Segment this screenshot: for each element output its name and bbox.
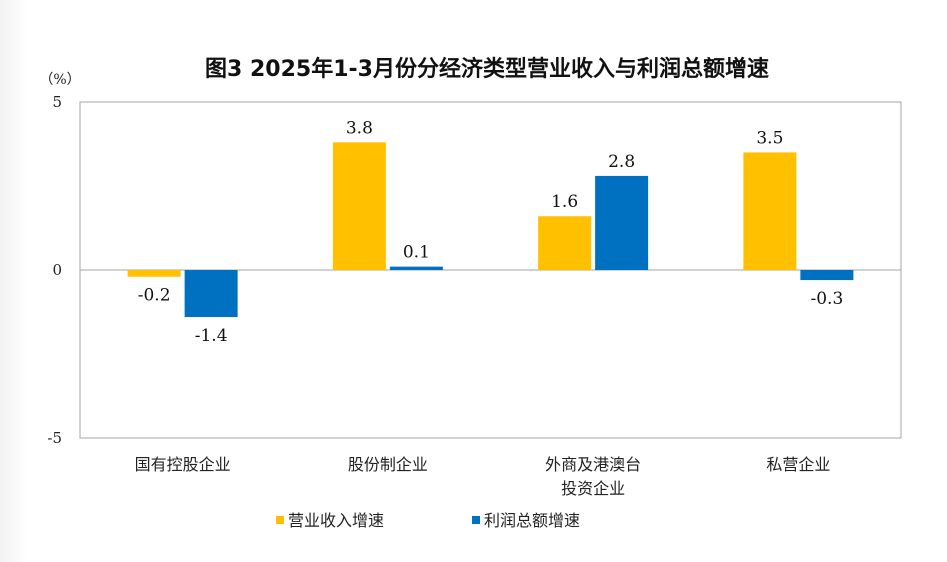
bar: [538, 216, 592, 270]
data-label: 2.8: [608, 152, 635, 172]
y-unit-label: （%）: [39, 72, 80, 88]
bar: [800, 270, 854, 281]
x-tick-label: 外商及港澳台: [545, 455, 641, 474]
data-labels-group: -0.2 -1.4 3.8 0.1 1.6 2.8 3.5 -0.3: [138, 118, 844, 346]
data-label: -0.3: [810, 289, 843, 309]
x-tick-label: 投资企业: [561, 479, 625, 498]
bars-group: [127, 142, 854, 318]
data-label: 1.6: [551, 192, 578, 212]
data-label: -0.2: [138, 286, 171, 306]
legend-label: 营业收入增速: [288, 511, 384, 530]
data-label: 3.5: [756, 128, 783, 148]
legend-label: 利润总额增速: [484, 511, 580, 530]
legend-swatch: [276, 516, 284, 524]
bar: [389, 266, 443, 270]
x-tick-label: 私营企业: [766, 455, 830, 474]
y-tick-label: 5: [52, 93, 62, 111]
bar: [743, 152, 797, 270]
x-tick-label: 股份制企业: [348, 455, 428, 474]
bar: [184, 270, 238, 318]
y-tick-label: -5: [47, 429, 62, 447]
x-tick-label: 国有控股企业: [135, 455, 231, 474]
legend: 营业收入增速 利润总额增速: [276, 511, 580, 530]
chart-title: 图3 2025年1-3月份分经济类型营业收入与利润总额增速: [205, 56, 769, 82]
data-label: 3.8: [346, 118, 373, 138]
y-tick-label: 0: [52, 261, 62, 279]
data-label: 0.1: [403, 243, 430, 263]
bar: [595, 175, 649, 270]
legend-swatch: [472, 516, 480, 524]
bar: [127, 270, 181, 277]
data-label: -1.4: [195, 326, 228, 346]
bar: [332, 142, 386, 270]
y-axis: 5 0 -5: [47, 93, 62, 447]
